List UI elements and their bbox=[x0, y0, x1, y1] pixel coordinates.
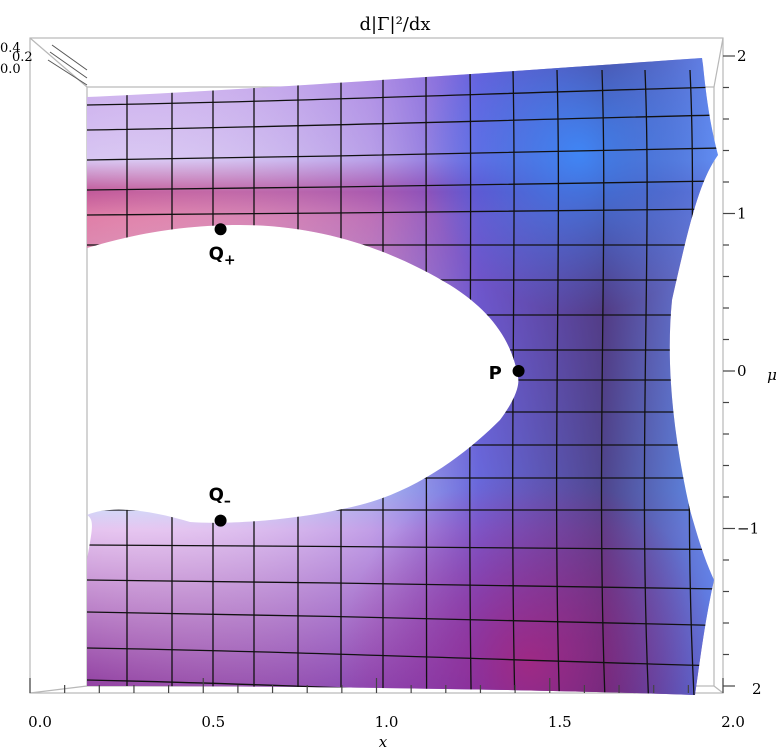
surface bbox=[87, 58, 718, 695]
x-tick-label: 0.0 bbox=[28, 713, 52, 731]
point-label-P: P bbox=[489, 363, 502, 384]
point-label-Q-: Q– bbox=[209, 485, 231, 510]
mesh-line bbox=[87, 208, 718, 216]
mesh-line bbox=[87, 86, 718, 106]
y-tick-label: −1 bbox=[737, 520, 759, 538]
point-marker-Q+ bbox=[214, 223, 227, 236]
mesh-line bbox=[87, 114, 718, 131]
point-label-Q+: Q+ bbox=[209, 243, 236, 268]
mesh-line bbox=[87, 579, 718, 590]
mesh-line bbox=[87, 147, 718, 161]
mesh-line bbox=[555, 69, 561, 695]
z-tick-label: 0.0 bbox=[0, 62, 21, 77]
y-tick-label: 2 bbox=[752, 680, 762, 698]
x-axis: 0.0 0.5 1.0 1.5 2.0 bbox=[28, 713, 745, 731]
mesh-line bbox=[643, 69, 650, 695]
x-tick-label: 1.5 bbox=[548, 713, 572, 731]
z-axis: 0.40.20.0 bbox=[0, 41, 88, 86]
mesh-line bbox=[87, 647, 718, 667]
mesh-line bbox=[425, 69, 428, 695]
y-axis: 2 1 0 −1 2 bbox=[737, 47, 762, 698]
mesh-line bbox=[600, 69, 606, 695]
y-axis-label: μ bbox=[767, 366, 777, 384]
y-tick-label: 2 bbox=[737, 47, 747, 65]
point-marker-P bbox=[512, 365, 525, 377]
z-tick-label: 0.2 bbox=[12, 50, 33, 65]
y-tick-label: 0 bbox=[737, 362, 747, 380]
z-tick-label: 0.4 bbox=[0, 41, 21, 56]
x-tick-label: 0.5 bbox=[201, 713, 225, 731]
x-tick-label: 2.0 bbox=[721, 713, 745, 731]
point-marker-Q- bbox=[214, 514, 227, 527]
mesh-line bbox=[87, 611, 718, 627]
axis-ticks bbox=[29, 55, 735, 693]
mesh-line bbox=[87, 180, 718, 191]
critical-points: Q+ P Q– bbox=[209, 223, 525, 527]
x-tick-label: 1.0 bbox=[375, 713, 399, 731]
mesh-line bbox=[87, 544, 718, 551]
chart-title: d|Γ|²/dx bbox=[359, 14, 430, 35]
x-axis-label: x bbox=[379, 733, 388, 747]
y-tick-label: 1 bbox=[737, 205, 747, 223]
